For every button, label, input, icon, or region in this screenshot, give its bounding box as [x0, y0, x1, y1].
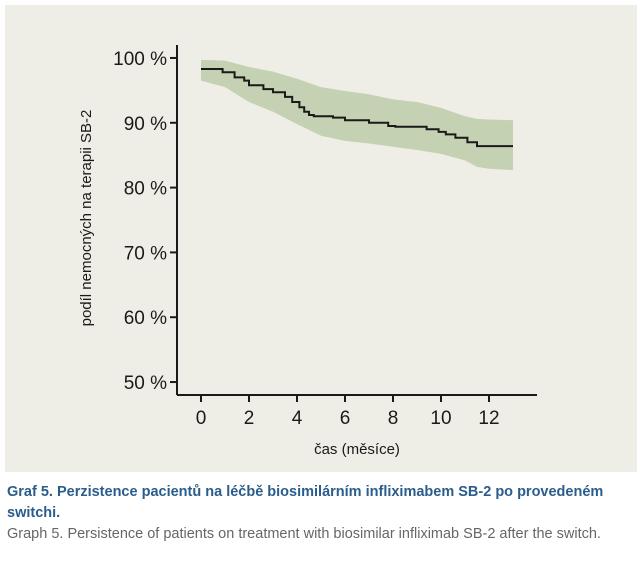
x-tick-label: 0 — [196, 408, 207, 429]
figure-caption: Graf 5. Perzistence pacientů na léčbě bi… — [7, 482, 632, 545]
x-tick-label: 12 — [478, 408, 499, 429]
y-tick-label: 100 % — [113, 49, 167, 70]
caption-english: Graph 5. Persistence of patients on trea… — [7, 526, 601, 542]
y-axis-title: podíl nemocných na terapii SB-2 — [78, 110, 95, 327]
y-tick-label: 70 % — [124, 243, 167, 264]
y-tick-label: 90 % — [124, 114, 167, 135]
x-axis-title: čas (měsíce) — [314, 441, 400, 458]
y-tick-label: 50 % — [124, 373, 167, 394]
x-tick-label: 10 — [430, 408, 451, 429]
y-tick-label: 60 % — [124, 308, 167, 329]
x-tick-label: 6 — [340, 408, 351, 429]
x-tick-label: 4 — [292, 408, 303, 429]
y-tick-label: 80 % — [124, 179, 167, 200]
x-tick-label: 2 — [244, 408, 255, 429]
x-tick-label: 8 — [388, 408, 399, 429]
persistence-chart: 50 % 60 % 70 % 80 % 90 % 100 % 0 2 4 6 8 10 12 čas (m… — [78, 45, 537, 458]
figure-panel: 50 % 60 % 70 % 80 % 90 % 100 % 0 2 4 6 8 10 12 čas (m… — [5, 5, 637, 472]
survival-step-line — [201, 68, 513, 148]
caption-czech: Graf 5. Perzistence pacientů na léčbě bi… — [7, 484, 604, 521]
confidence-band — [201, 59, 513, 171]
